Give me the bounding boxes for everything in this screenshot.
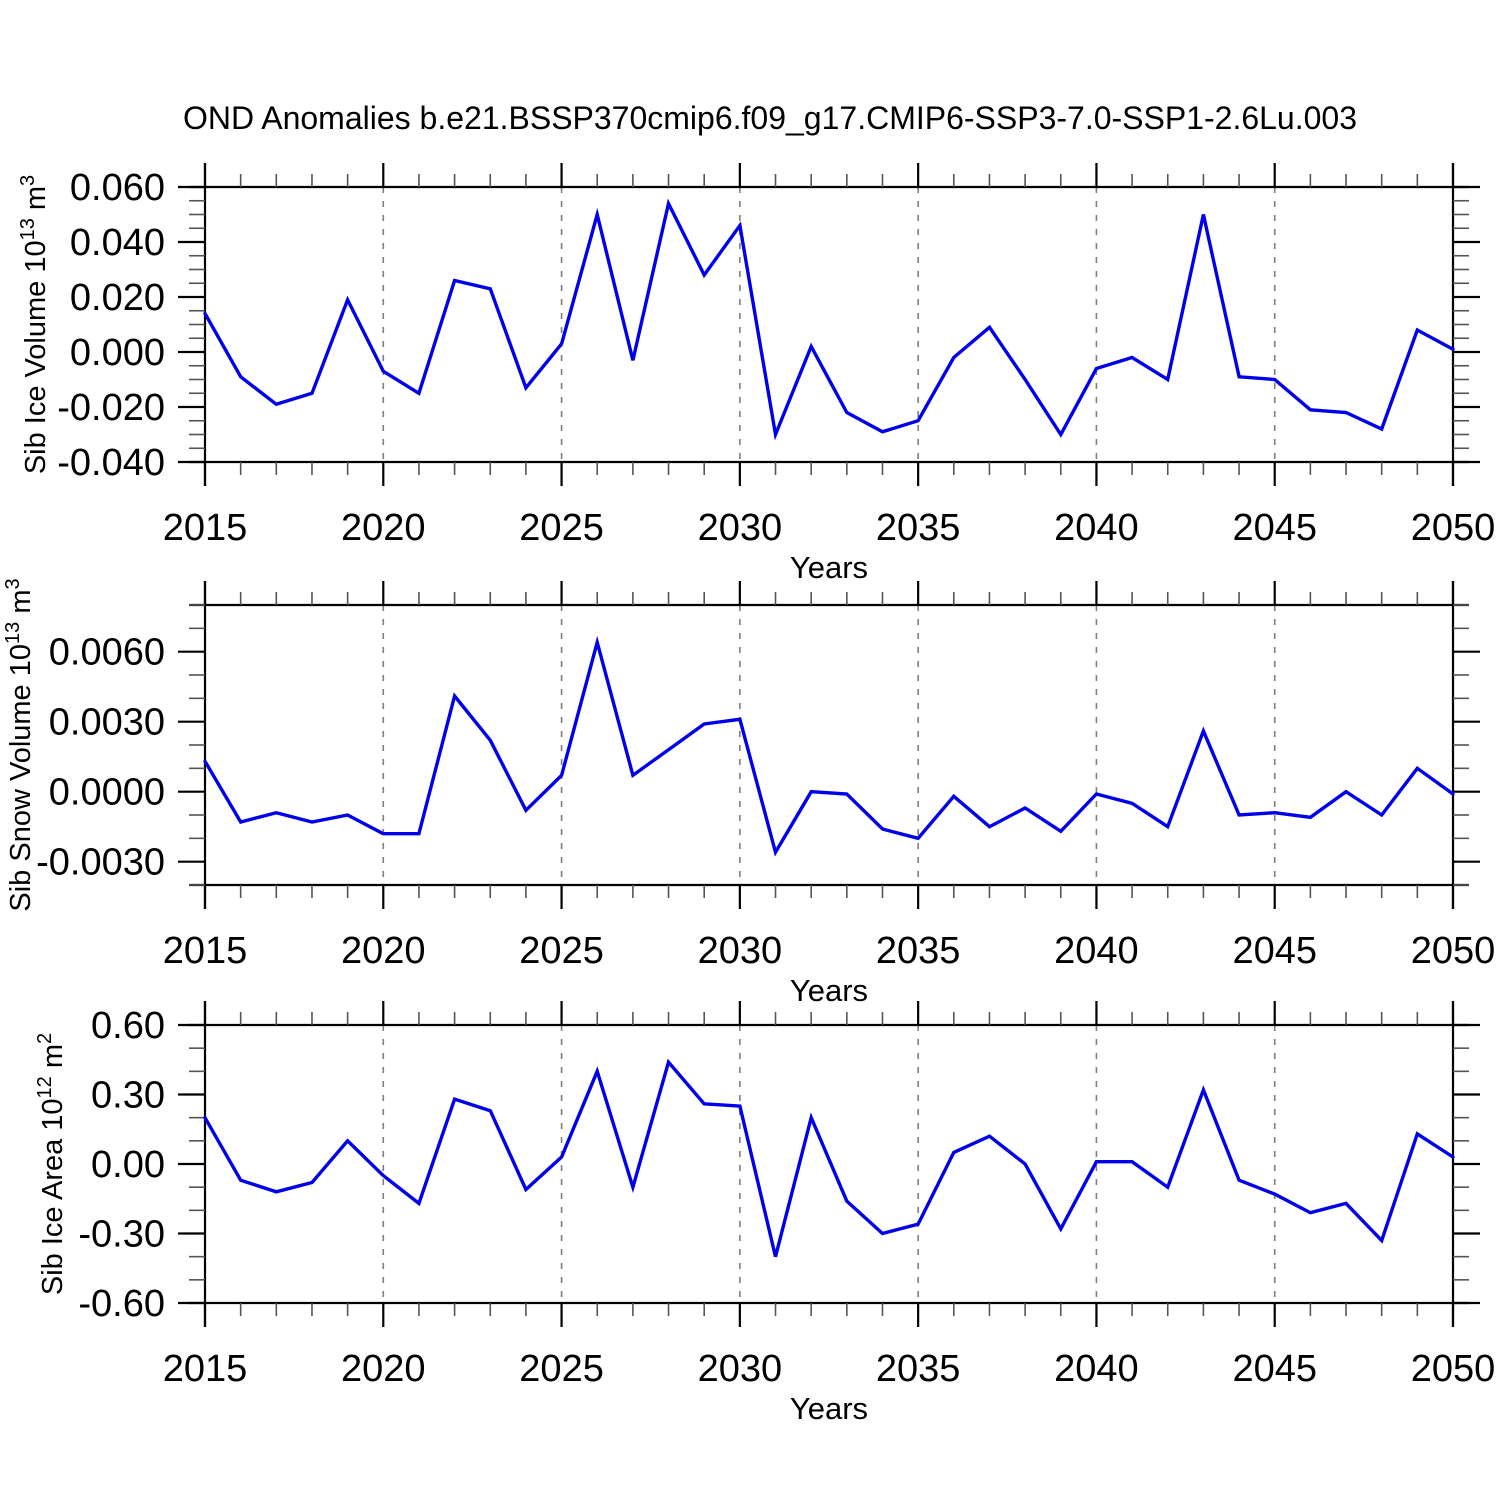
chart-sib-snow-volume: 0.0060 0.0030 0.0000 -0.0030 2015 2020 2025 203… bbox=[2, 578, 1495, 1008]
x-tick-label: 2025 bbox=[519, 507, 604, 549]
x-ticks bbox=[203, 1001, 1455, 1327]
x-axis-title: Years bbox=[790, 550, 868, 585]
chart-sib-ice-area: 0.60 0.30 0.00 -0.30 -0.60 2015 2020 2025 2030 20… bbox=[34, 1001, 1495, 1426]
y-tick-label: -0.040 bbox=[57, 442, 165, 484]
x-tick-label: 2035 bbox=[876, 930, 961, 972]
x-tick-label: 2050 bbox=[1411, 507, 1496, 549]
x-tick-label: 2050 bbox=[1411, 930, 1496, 972]
x-tick-label: 2015 bbox=[163, 1348, 248, 1390]
y-axis-title: Sib Ice Area 1012 m2 bbox=[34, 1033, 69, 1295]
y-tick-label: 0.30 bbox=[91, 1075, 165, 1117]
y-tick-label: -0.60 bbox=[78, 1283, 165, 1325]
x-tick-label: 2045 bbox=[1232, 1348, 1317, 1390]
data-line bbox=[203, 198, 1455, 441]
y-tick-label: 0.040 bbox=[70, 222, 165, 264]
y-ticks bbox=[178, 1023, 1480, 1305]
y-tick-label: 0.000 bbox=[70, 332, 165, 374]
x-tick-label: 2045 bbox=[1232, 930, 1317, 972]
x-axis-title: Years bbox=[790, 973, 868, 1008]
y-tick-label: -0.0030 bbox=[36, 842, 165, 884]
x-tick-label: 2020 bbox=[341, 1348, 426, 1390]
x-tick-label: 2030 bbox=[698, 930, 783, 972]
y-axis-title: Sib Ice Volume 1013 m3 bbox=[17, 175, 52, 474]
y-ticks bbox=[178, 604, 1480, 886]
x-axis-title: Years bbox=[790, 1391, 868, 1426]
x-tick-label: 2020 bbox=[341, 930, 426, 972]
x-ticks bbox=[203, 581, 1455, 909]
x-tick-label: 2025 bbox=[519, 1348, 604, 1390]
x-tick-label: 2040 bbox=[1054, 507, 1139, 549]
x-tick-label: 2015 bbox=[163, 507, 248, 549]
y-axis-title: Sib Snow Volume 1013 m3 bbox=[2, 578, 37, 911]
chart-sib-ice-volume: 0.060 0.040 0.020 0.000 -0.020 -0.040 2015 2020… bbox=[17, 163, 1495, 585]
x-tick-label: 2030 bbox=[698, 507, 783, 549]
x-tick-label: 2045 bbox=[1232, 507, 1317, 549]
y-tick-label: -0.020 bbox=[57, 387, 165, 429]
y-tick-label: 0.00 bbox=[91, 1144, 165, 1186]
x-ticks bbox=[203, 163, 1455, 486]
x-tick-label: 2020 bbox=[341, 507, 426, 549]
y-ticks bbox=[178, 185, 1480, 464]
y-tick-label: 0.060 bbox=[70, 167, 165, 209]
y-tick-label: 0.0060 bbox=[49, 632, 165, 674]
x-tick-label: 2025 bbox=[519, 930, 604, 972]
x-tick-label: 2050 bbox=[1411, 1348, 1496, 1390]
data-line bbox=[203, 635, 1455, 857]
y-tick-label: 0.60 bbox=[91, 1005, 165, 1047]
y-tick-label: 0.0000 bbox=[49, 772, 165, 814]
x-tick-label: 2015 bbox=[163, 930, 248, 972]
y-tick-label: -0.30 bbox=[78, 1214, 165, 1256]
x-tick-label: 2035 bbox=[876, 1348, 961, 1390]
x-tick-label: 2030 bbox=[698, 1348, 783, 1390]
data-line bbox=[203, 1058, 1455, 1258]
x-tick-label: 2040 bbox=[1054, 1348, 1139, 1390]
x-tick-label: 2035 bbox=[876, 507, 961, 549]
x-tick-label: 2040 bbox=[1054, 930, 1139, 972]
y-tick-label: 0.0030 bbox=[49, 702, 165, 744]
figure-title: OND Anomalies b.e21.BSSP370cmip6.f09_g17… bbox=[183, 100, 1357, 136]
y-tick-label: 0.020 bbox=[70, 277, 165, 319]
